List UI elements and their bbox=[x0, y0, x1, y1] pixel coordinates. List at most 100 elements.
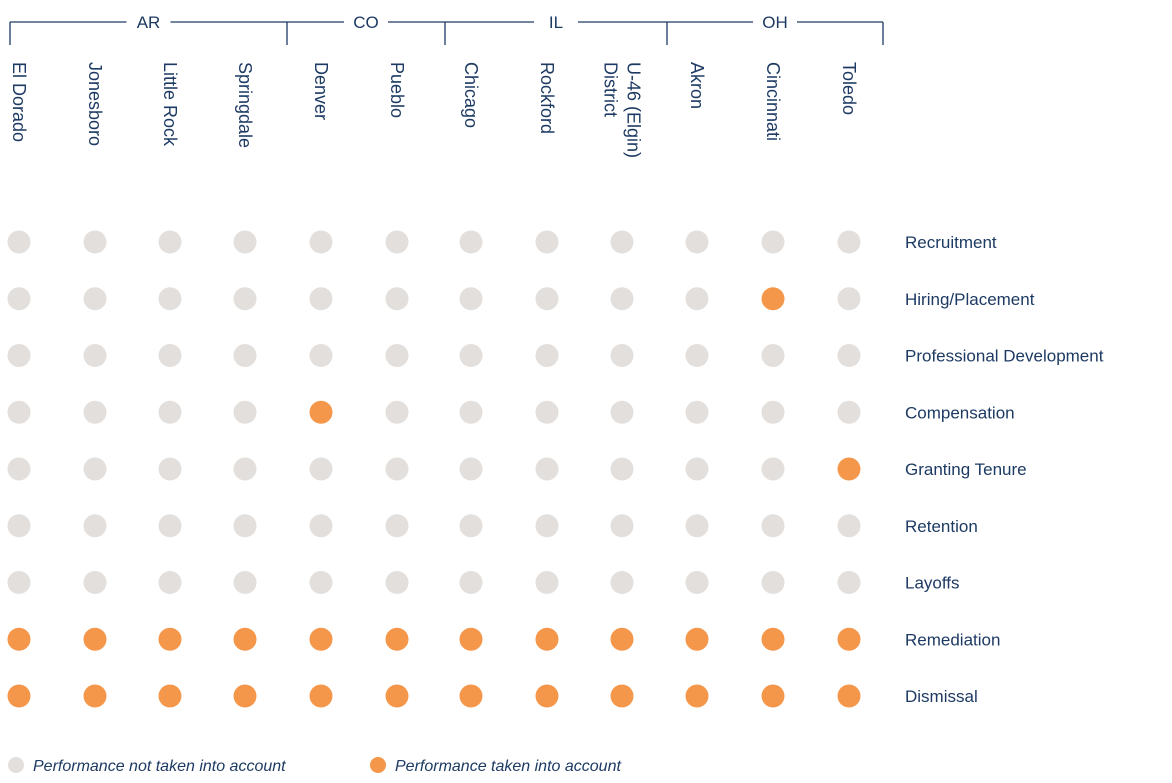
row-label-remediation: Remediation bbox=[905, 630, 1000, 649]
dot-hiring-placement-pueblo bbox=[385, 287, 409, 311]
dot-layoffs-springdale bbox=[233, 571, 257, 594]
dot-compensation-cincinnati bbox=[761, 400, 785, 424]
dot-granting-tenure-little-rock bbox=[158, 457, 182, 481]
legend-label-performance-taken-into-account: Performance taken into account bbox=[395, 758, 621, 775]
dot-retention-akron bbox=[685, 514, 709, 538]
dot-recruitment-pueblo bbox=[385, 230, 409, 254]
row-label-dismissal: Dismissal bbox=[905, 687, 978, 706]
dot-remediation-chicago bbox=[459, 627, 483, 651]
city-label-pueblo: Pueblo bbox=[387, 62, 407, 118]
dot-layoffs-pueblo bbox=[385, 571, 409, 594]
dot-retention-chicago bbox=[459, 514, 483, 538]
dot-remediation-little-rock bbox=[158, 627, 182, 651]
state-label-co: CO bbox=[353, 13, 379, 32]
dot-layoffs-rockford bbox=[535, 571, 559, 594]
dot-dismissal-jonesboro bbox=[83, 684, 107, 708]
dot-dismissal-toledo bbox=[837, 684, 861, 708]
dot-retention-el-dorado bbox=[7, 514, 31, 538]
dot-granting-tenure-pueblo bbox=[385, 457, 409, 481]
dot-layoffs-toledo bbox=[837, 571, 861, 594]
dot-compensation-akron bbox=[685, 400, 709, 424]
legend-label-performance-not-taken-into-account: Performance not taken into account bbox=[33, 758, 286, 775]
row-label-retention: Retention bbox=[905, 517, 978, 536]
dot-granting-tenure-jonesboro bbox=[83, 457, 107, 481]
dot-dismissal-rockford bbox=[535, 684, 559, 708]
dot-granting-tenure-el-dorado bbox=[7, 457, 31, 481]
dot-dismissal-denver bbox=[309, 684, 333, 708]
dot-remediation-district-u-46-elgin bbox=[610, 627, 634, 651]
dot-granting-tenure-toledo bbox=[837, 457, 861, 481]
dot-professional-development-pueblo bbox=[385, 344, 409, 367]
dot-remediation-akron bbox=[685, 627, 709, 651]
dot-dismissal-district-u-46-elgin bbox=[610, 684, 634, 708]
dot-layoffs-jonesboro bbox=[83, 571, 107, 594]
dot-hiring-placement-little-rock bbox=[158, 287, 182, 311]
dot-granting-tenure-district-u-46-elgin bbox=[610, 457, 634, 481]
dot-granting-tenure-akron bbox=[685, 457, 709, 481]
dot-professional-development-springdale bbox=[233, 344, 257, 367]
dot-remediation-el-dorado bbox=[7, 627, 31, 651]
dot-layoffs-el-dorado bbox=[7, 571, 31, 594]
dot-recruitment-cincinnati bbox=[761, 230, 785, 254]
dot-layoffs-district-u-46-elgin bbox=[610, 571, 634, 594]
dot-remediation-rockford bbox=[535, 627, 559, 651]
dot-recruitment-chicago bbox=[459, 230, 483, 254]
dot-compensation-denver bbox=[309, 400, 333, 424]
dot-hiring-placement-rockford bbox=[535, 287, 559, 311]
row-label-granting-tenure: Granting Tenure bbox=[905, 460, 1027, 479]
dot-grid bbox=[7, 230, 861, 708]
city-label-little-rock: Little Rock bbox=[160, 62, 180, 147]
dot-compensation-little-rock bbox=[158, 400, 182, 424]
city-label-u-46-elgin: U-46 (Elgin) bbox=[624, 62, 644, 158]
legend-swatch-performance-not-taken-into-account bbox=[8, 757, 24, 773]
dot-layoffs-cincinnati bbox=[761, 571, 785, 594]
row-label-compensation: Compensation bbox=[905, 403, 1015, 422]
dot-hiring-placement-cincinnati bbox=[761, 287, 785, 311]
city-labels: El Dorado Jonesboro Little Rock Springdale D… bbox=[9, 62, 859, 158]
dot-granting-tenure-cincinnati bbox=[761, 457, 785, 481]
dot-retention-toledo bbox=[837, 514, 861, 538]
row-label-layoffs: Layoffs bbox=[905, 574, 960, 593]
dot-retention-little-rock bbox=[158, 514, 182, 538]
dot-granting-tenure-springdale bbox=[233, 457, 257, 481]
dot-layoffs-denver bbox=[309, 571, 333, 594]
dot-compensation-district-u-46-elgin bbox=[610, 400, 634, 424]
dot-compensation-springdale bbox=[233, 400, 257, 424]
dot-remediation-jonesboro bbox=[83, 627, 107, 651]
dot-professional-development-little-rock bbox=[158, 344, 182, 367]
city-label-akron: Akron bbox=[687, 62, 707, 109]
dot-hiring-placement-toledo bbox=[837, 287, 861, 311]
row-label-professional-development: Professional Development bbox=[905, 347, 1104, 366]
dot-recruitment-akron bbox=[685, 230, 709, 254]
dot-professional-development-denver bbox=[309, 344, 333, 367]
dot-dismissal-chicago bbox=[459, 684, 483, 708]
dot-compensation-rockford bbox=[535, 400, 559, 424]
state-label-ar: AR bbox=[137, 13, 161, 32]
city-label-denver: Denver bbox=[311, 62, 331, 120]
dot-hiring-placement-jonesboro bbox=[83, 287, 107, 311]
dot-compensation-pueblo bbox=[385, 400, 409, 424]
dot-dismissal-el-dorado bbox=[7, 684, 31, 708]
dot-layoffs-akron bbox=[685, 571, 709, 594]
dot-dismissal-springdale bbox=[233, 684, 257, 708]
row-label-recruitment: Recruitment bbox=[905, 233, 997, 252]
legend-swatch-performance-taken-into-account bbox=[370, 757, 386, 773]
state-brackets: AR CO IL OH bbox=[9, 13, 884, 45]
dot-retention-springdale bbox=[233, 514, 257, 538]
row-label-hiring-placement: Hiring/Placement bbox=[905, 290, 1035, 309]
dot-retention-jonesboro bbox=[83, 514, 107, 538]
dot-layoffs-chicago bbox=[459, 571, 483, 594]
dot-professional-development-district-u-46-elgin bbox=[610, 344, 634, 367]
dot-recruitment-springdale bbox=[233, 230, 257, 254]
dot-retention-district-u-46-elgin bbox=[610, 514, 634, 538]
city-label-toledo: Toledo bbox=[839, 62, 859, 115]
dot-layoffs-little-rock bbox=[158, 571, 182, 594]
city-label-rockford: Rockford bbox=[537, 62, 557, 134]
dot-hiring-placement-district-u-46-elgin bbox=[610, 287, 634, 311]
city-label-cincinnati: Cincinnati bbox=[763, 62, 783, 141]
dot-retention-cincinnati bbox=[761, 514, 785, 538]
state-label-oh: OH bbox=[762, 13, 788, 32]
row-labels: Recruitment Hiring/Placement Professional … bbox=[905, 233, 1104, 706]
dot-granting-tenure-chicago bbox=[459, 457, 483, 481]
dot-professional-development-chicago bbox=[459, 344, 483, 367]
